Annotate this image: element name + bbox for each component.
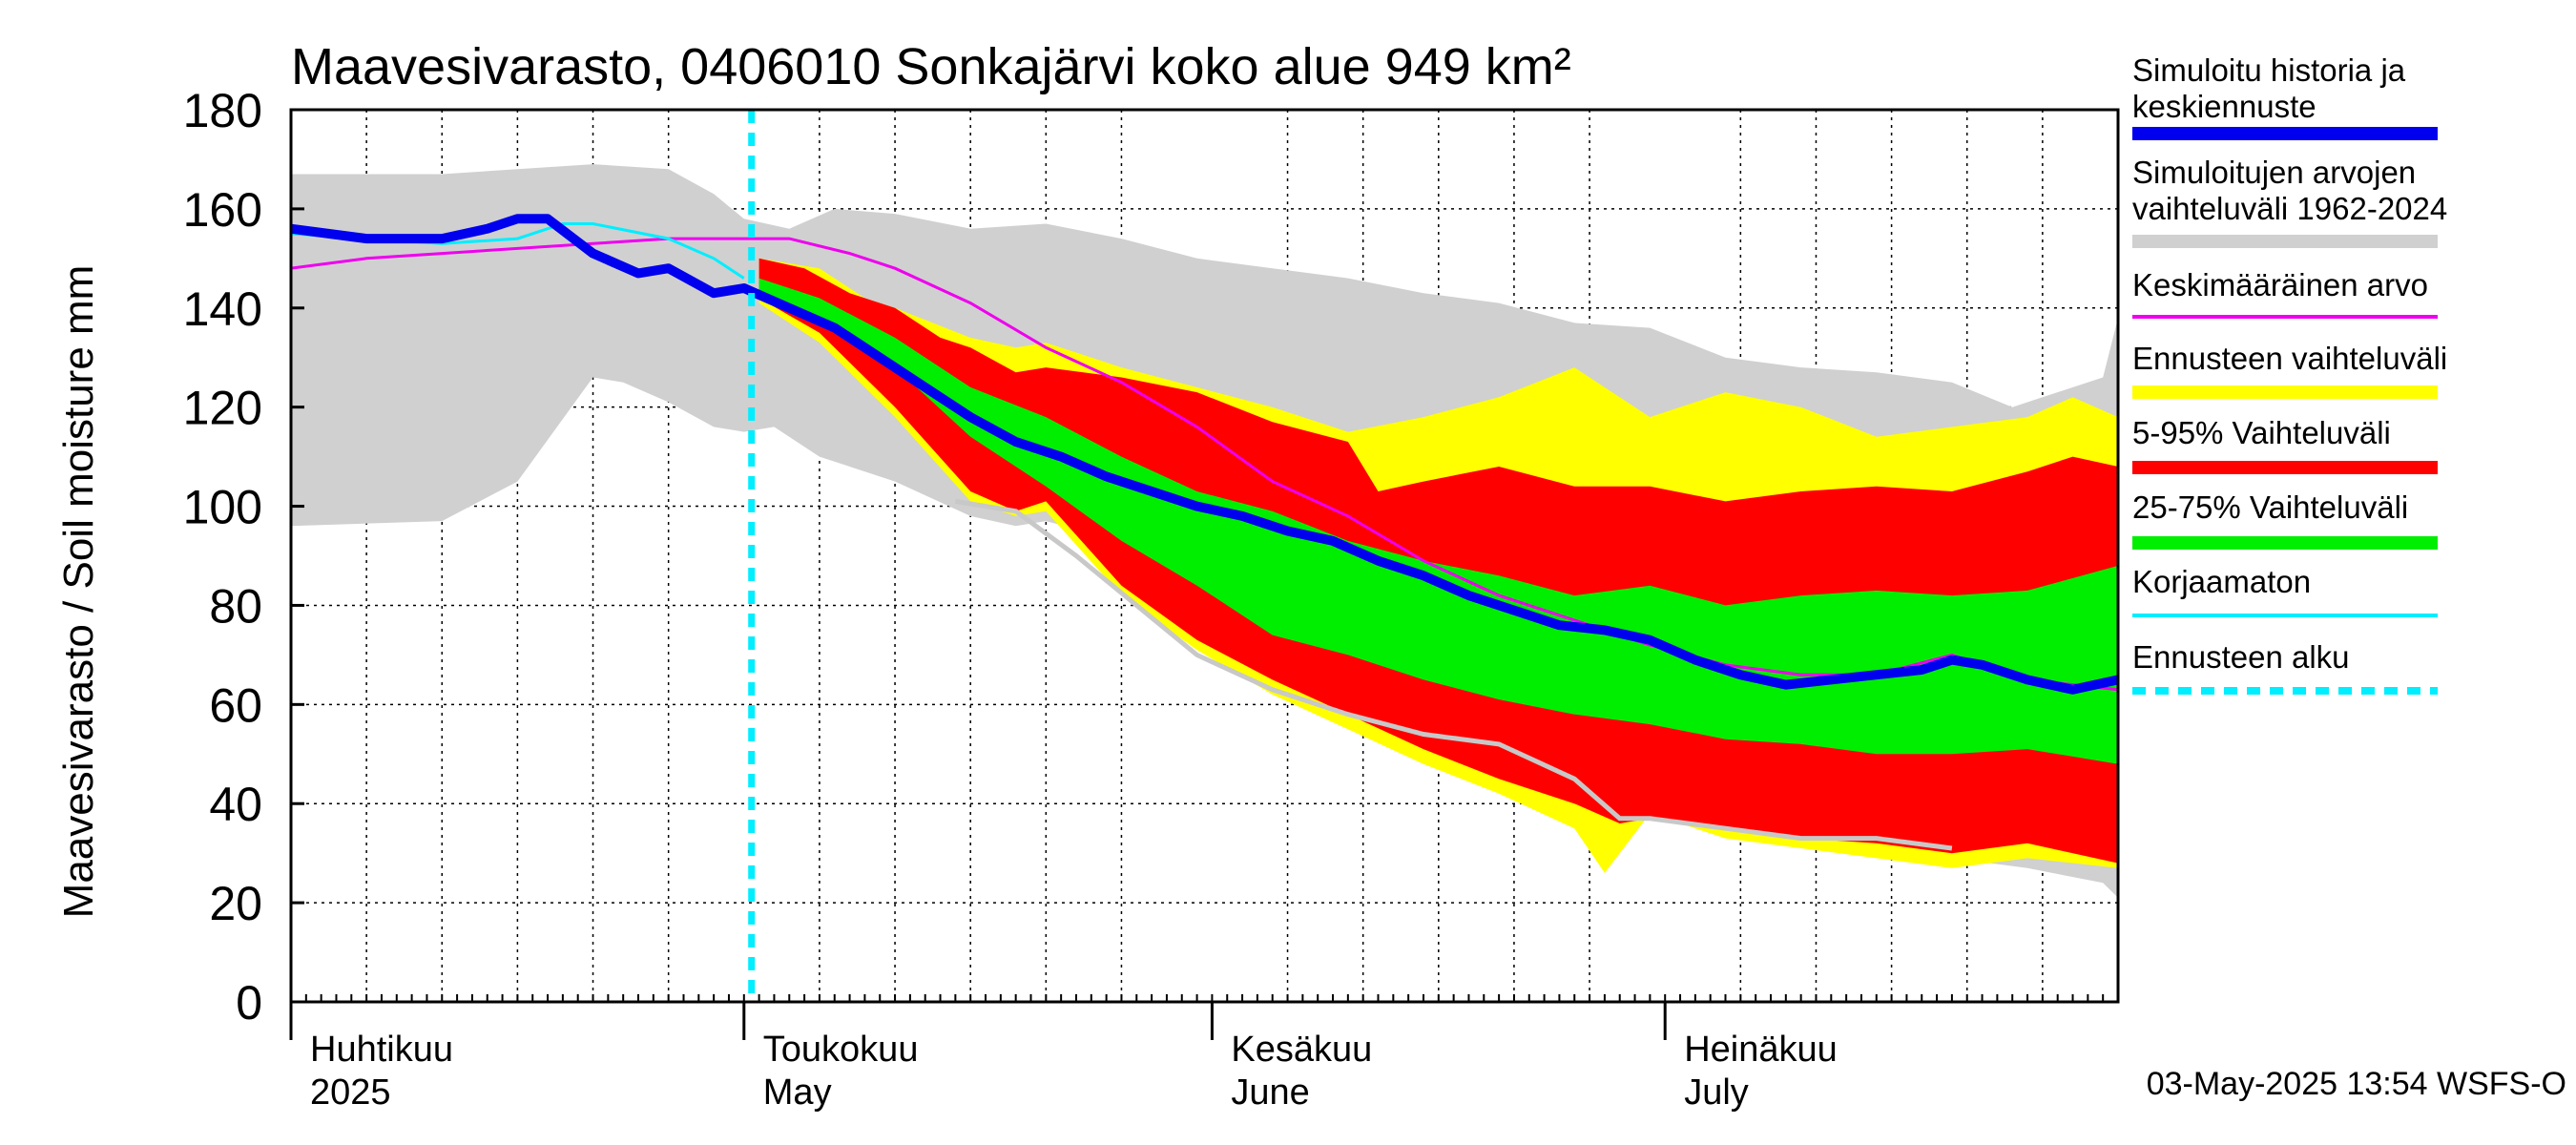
p25-75-band xyxy=(758,278,2118,764)
legend-label-2: Keskimääräinen arvo xyxy=(2132,267,2428,302)
mean-line xyxy=(291,237,2118,692)
legend-label-6: Korjaamaton xyxy=(2132,564,2311,599)
legend-label-1: Simuloitujen arvojen vaihteluväli 1962-20… xyxy=(2132,155,2447,226)
month-label-en-0: 2025 xyxy=(310,1072,391,1113)
series-lines xyxy=(291,110,2118,1002)
y-tick-label-9: 180 xyxy=(183,84,262,137)
y-axis-label: Maavesivarasto / Soil moisture mm xyxy=(55,265,102,919)
y-tick-label-4: 80 xyxy=(209,579,262,633)
y-tick-label-8: 160 xyxy=(183,183,262,237)
plot-frame xyxy=(289,108,2120,1004)
month-label-en-3: July xyxy=(1684,1072,1749,1113)
month-label-en-1: May xyxy=(763,1072,832,1113)
y-tick-label-3: 60 xyxy=(209,678,262,732)
bands xyxy=(291,164,2118,898)
y-axis: 0 20 40 60 80 100 120 140 160 180 xyxy=(183,84,304,1030)
y-tick-label-6: 120 xyxy=(183,382,262,435)
legend-label-7: Ennusteen alku xyxy=(2132,639,2350,675)
month-label-fi-1: Toukokuu xyxy=(763,1030,919,1070)
month-label-fi-0: Huhtikuu xyxy=(310,1030,453,1070)
history-median-line xyxy=(291,214,2118,695)
legend-label-4: 5-95% Vaihteluväli xyxy=(2132,415,2391,450)
y-tick-label-1: 20 xyxy=(209,877,262,930)
historical-low-line xyxy=(954,498,1953,851)
legend-label-3: Ennusteen vaihteluväli xyxy=(2132,341,2447,376)
y-tick-label-7: 140 xyxy=(183,282,262,336)
legend: Simuloitu historia ja keskiennuste Simuloi… xyxy=(2132,52,2447,695)
month-label-en-2: June xyxy=(1231,1072,1309,1113)
chart-title: Maavesivarasto, 0406010 Sonkajärvi koko … xyxy=(291,38,1571,95)
y-tick-label-2: 40 xyxy=(209,778,262,831)
month-label-fi-3: Heinäkuu xyxy=(1684,1030,1838,1070)
legend-label-5: 25-75% Vaihteluväli xyxy=(2132,489,2408,525)
footer-timestamp: 03-May-2025 13:54 WSFS-O xyxy=(2147,1066,2566,1102)
legend-label-0: Simuloitu historia ja keskiennuste xyxy=(2132,52,2406,124)
month-label-fi-2: Kesäkuu xyxy=(1231,1030,1372,1070)
y-tick-label-5: 100 xyxy=(183,481,262,534)
y-tick-label-0: 0 xyxy=(236,976,262,1030)
plot-area xyxy=(291,110,2118,1002)
